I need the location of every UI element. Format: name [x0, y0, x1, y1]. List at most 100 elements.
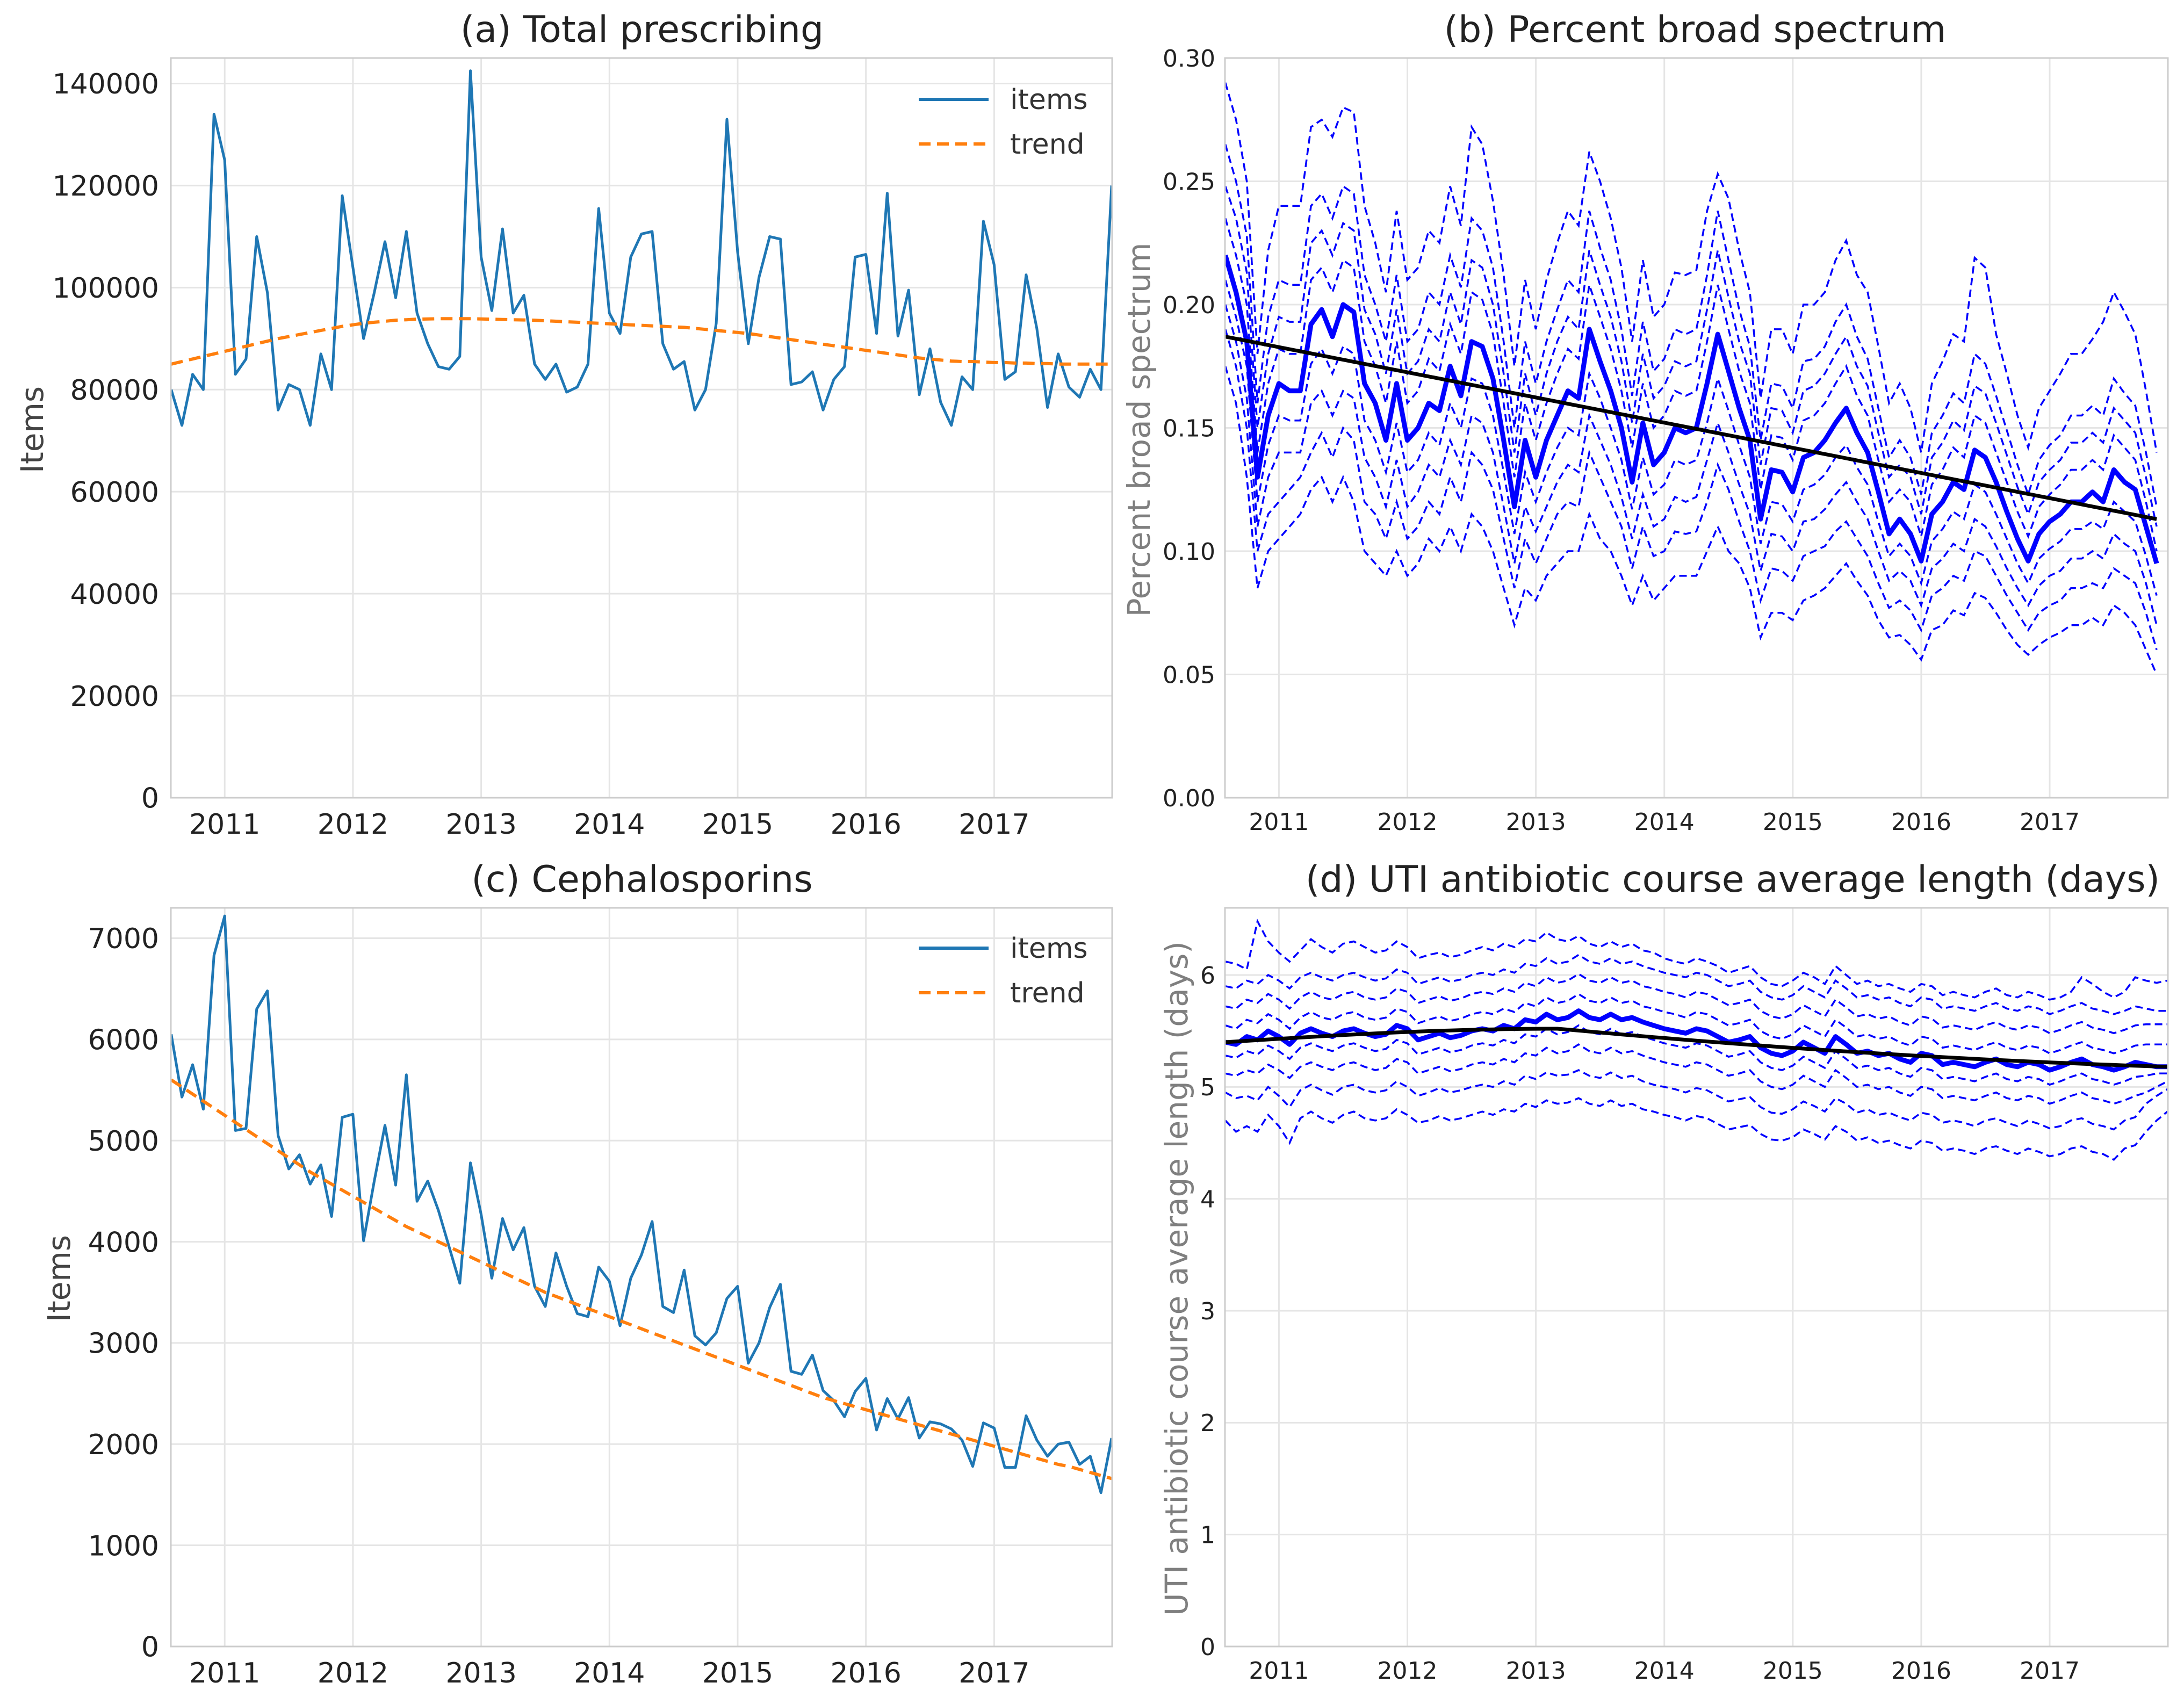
- panel-b-y-axis-label: Percent broad spectrum: [1121, 243, 1157, 617]
- panel-a-total-prescribing: 0 20000 40000 60000 80000 100000 120000 140000 2…: [14, 9, 1113, 841]
- y-tick-label: 0.30: [1163, 45, 1215, 73]
- x-tick-label: 2012: [1378, 1657, 1438, 1685]
- x-tick-label: 2015: [702, 808, 773, 841]
- panel-c-lines: [171, 914, 1112, 1494]
- series-line-items: [171, 914, 1112, 1494]
- decile-line: [1225, 82, 2158, 453]
- decile-line: [1225, 993, 2168, 1055]
- panel-d-y-axis-label: UTI antibiotic course average length (da…: [1158, 941, 1195, 1616]
- y-tick-label: 20000: [70, 681, 159, 713]
- y-tick-label: 140000: [52, 68, 159, 100]
- y-tick-label: 0.20: [1163, 292, 1215, 319]
- decile-line: [1225, 366, 2158, 675]
- panel-d-grid: [1225, 908, 2168, 1648]
- panel-c-cephalosporins: 0 1000 2000 3000 4000 5000 6000 7000 2011 2012 201…: [41, 858, 1113, 1689]
- y-tick-label: 40000: [70, 579, 159, 611]
- x-tick-label: 2013: [1506, 808, 1566, 836]
- x-tick-label: 2016: [1891, 1657, 1951, 1685]
- x-tick-label: 2011: [189, 808, 260, 841]
- panel-d-ticks: 0 1 2 3 4 5 6 2011 2012 2013 2014 2015 2016 2017: [1200, 962, 2080, 1685]
- panel-b-ticks: 0.00 0.05 0.10 0.15 0.20 0.25 0.30 2011 2012 2013…: [1163, 45, 2080, 836]
- decile-line: [1225, 1097, 2168, 1161]
- panel-c-y-axis-label: Items: [41, 1235, 77, 1322]
- x-tick-label: 2012: [318, 1657, 388, 1689]
- panel-c-ticks: 0 1000 2000 3000 4000 5000 6000 7000 2011 2012 201…: [88, 923, 1030, 1689]
- x-tick-label: 2014: [1634, 1657, 1695, 1685]
- y-tick-label: 0.00: [1163, 785, 1215, 812]
- decile-line: [1225, 304, 2158, 626]
- y-tick-label: 3: [1200, 1298, 1215, 1325]
- panel-b-percent-broad-spectrum: 0.00 0.05 0.10 0.15 0.20 0.25 0.30 2011 2012 2013…: [1121, 9, 2169, 836]
- fit-line: [1225, 335, 2157, 521]
- decile-line: [1225, 186, 2158, 527]
- decile-line: [1225, 918, 2168, 1001]
- y-tick-label: 120000: [52, 170, 159, 203]
- panel-b-frame: [1224, 57, 2169, 799]
- panel-a-ticks: 0 20000 40000 60000 80000 100000 120000 140000 2…: [52, 68, 1029, 841]
- x-tick-label: 2015: [1763, 808, 1823, 836]
- x-tick-label: 2014: [574, 808, 645, 841]
- y-tick-label: 1: [1200, 1522, 1215, 1549]
- series-line-items: [171, 69, 1112, 427]
- x-tick-label: 2017: [958, 1657, 1029, 1689]
- x-tick-label: 2015: [702, 1657, 773, 1689]
- panel-a-grid: [171, 58, 1112, 799]
- x-tick-label: 2013: [1506, 1657, 1566, 1685]
- panel-d-uti-course-length: 0 1 2 3 4 5 6 2011 2012 2013 2014 2015 2016 2017 (d) …: [1158, 858, 2169, 1685]
- x-tick-label: 2013: [445, 1657, 516, 1689]
- x-tick-label: 2017: [2020, 1657, 2080, 1685]
- y-tick-label: 0.15: [1163, 415, 1215, 442]
- x-tick-label: 2017: [958, 808, 1029, 841]
- y-tick-label: 6000: [88, 1024, 159, 1057]
- panel-b-lines: [1225, 82, 2159, 675]
- x-tick-label: 2012: [318, 808, 388, 841]
- y-tick-label: 0: [141, 1631, 159, 1664]
- x-tick-label: 2015: [1763, 1657, 1823, 1685]
- y-tick-label: 5: [1200, 1074, 1215, 1101]
- y-tick-label: 80000: [70, 374, 159, 407]
- decile-line: [1225, 954, 2168, 1015]
- panel-c-frame: [170, 907, 1113, 1648]
- x-tick-label: 2016: [831, 1657, 902, 1689]
- y-tick-label: 4000: [88, 1226, 159, 1259]
- fit-line: [1225, 1027, 2168, 1069]
- x-tick-label: 2011: [189, 1657, 260, 1689]
- x-tick-label: 2017: [2020, 808, 2080, 836]
- panel-c-title: (c) Cephalosporins: [471, 858, 812, 901]
- panel-a-frame: [170, 57, 1113, 799]
- y-tick-label: 100000: [52, 272, 159, 305]
- decile-line: [1225, 218, 2158, 552]
- x-tick-label: 2014: [574, 1657, 645, 1689]
- median-line: [1225, 254, 2159, 565]
- x-tick-label: 2014: [1634, 808, 1695, 836]
- legend-label-items: items: [1010, 84, 1088, 116]
- legend-label-items: items: [1010, 933, 1088, 965]
- panel-a-title: (a) Total prescribing: [460, 9, 824, 51]
- legend-label-trend: trend: [1010, 128, 1085, 161]
- median-line: [1225, 1008, 2168, 1073]
- panel-a-y-axis-label: Items: [14, 386, 51, 473]
- series-line-trend: [171, 1078, 1112, 1481]
- decile-line: [1225, 279, 2158, 596]
- y-tick-label: 0.25: [1163, 168, 1215, 196]
- y-tick-label: 1000: [88, 1530, 159, 1562]
- x-tick-label: 2011: [1249, 1657, 1309, 1685]
- x-tick-label: 2016: [831, 808, 902, 841]
- panel-d-title: (d) UTI antibiotic course average length…: [1306, 858, 2160, 901]
- panel-d-lines: [1225, 918, 2168, 1161]
- x-tick-label: 2011: [1249, 808, 1309, 836]
- y-tick-label: 2000: [88, 1429, 159, 1461]
- series-line-trend: [171, 317, 1112, 366]
- panel-b-title: (b) Percent broad spectrum: [1444, 9, 1947, 51]
- x-tick-label: 2012: [1378, 808, 1438, 836]
- y-tick-label: 4: [1200, 1186, 1215, 1214]
- x-tick-label: 2016: [1891, 808, 1951, 836]
- decile-line: [1225, 1069, 2168, 1131]
- panel-d-frame: [1224, 907, 2169, 1648]
- panel-a-legend: items trend: [919, 84, 1088, 161]
- decile-line: [1225, 1024, 2168, 1086]
- y-tick-label: 0.10: [1163, 538, 1215, 566]
- panel-c-grid: [171, 908, 1112, 1648]
- panel-a-lines: [171, 69, 1112, 427]
